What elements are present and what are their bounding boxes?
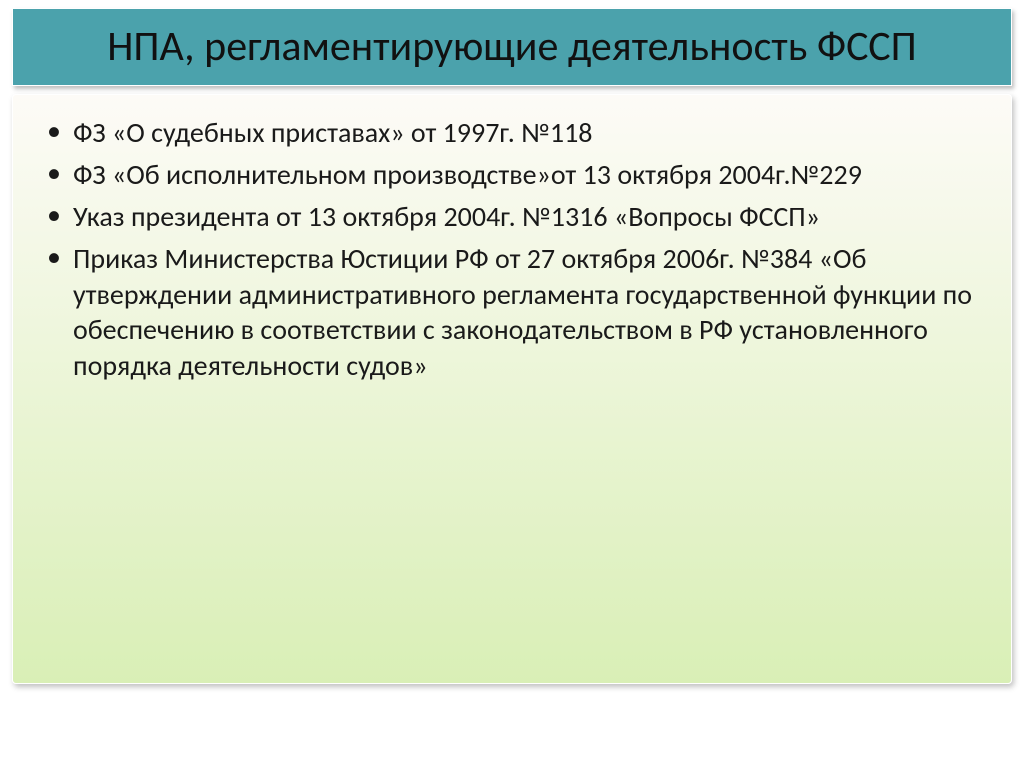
slide: НПА, регламентирующие деятельность ФССП … xyxy=(0,0,1024,767)
list-item: Приказ Министерства Юстиции РФ от 27 окт… xyxy=(39,241,985,384)
bullet-list: ФЗ «О судебных приставах» от 1997г. №118… xyxy=(39,115,985,384)
list-item: ФЗ «Об исполнительном производстве»от 13… xyxy=(39,157,985,193)
content-box: ФЗ «О судебных приставах» от 1997г. №118… xyxy=(12,94,1012,684)
title-box: НПА, регламентирующие деятельность ФССП xyxy=(12,8,1012,86)
slide-title: НПА, регламентирующие деятельность ФССП xyxy=(33,23,991,71)
list-item: ФЗ «О судебных приставах» от 1997г. №118 xyxy=(39,115,985,151)
list-item: Указ президента от 13 октября 2004г. №13… xyxy=(39,199,985,235)
